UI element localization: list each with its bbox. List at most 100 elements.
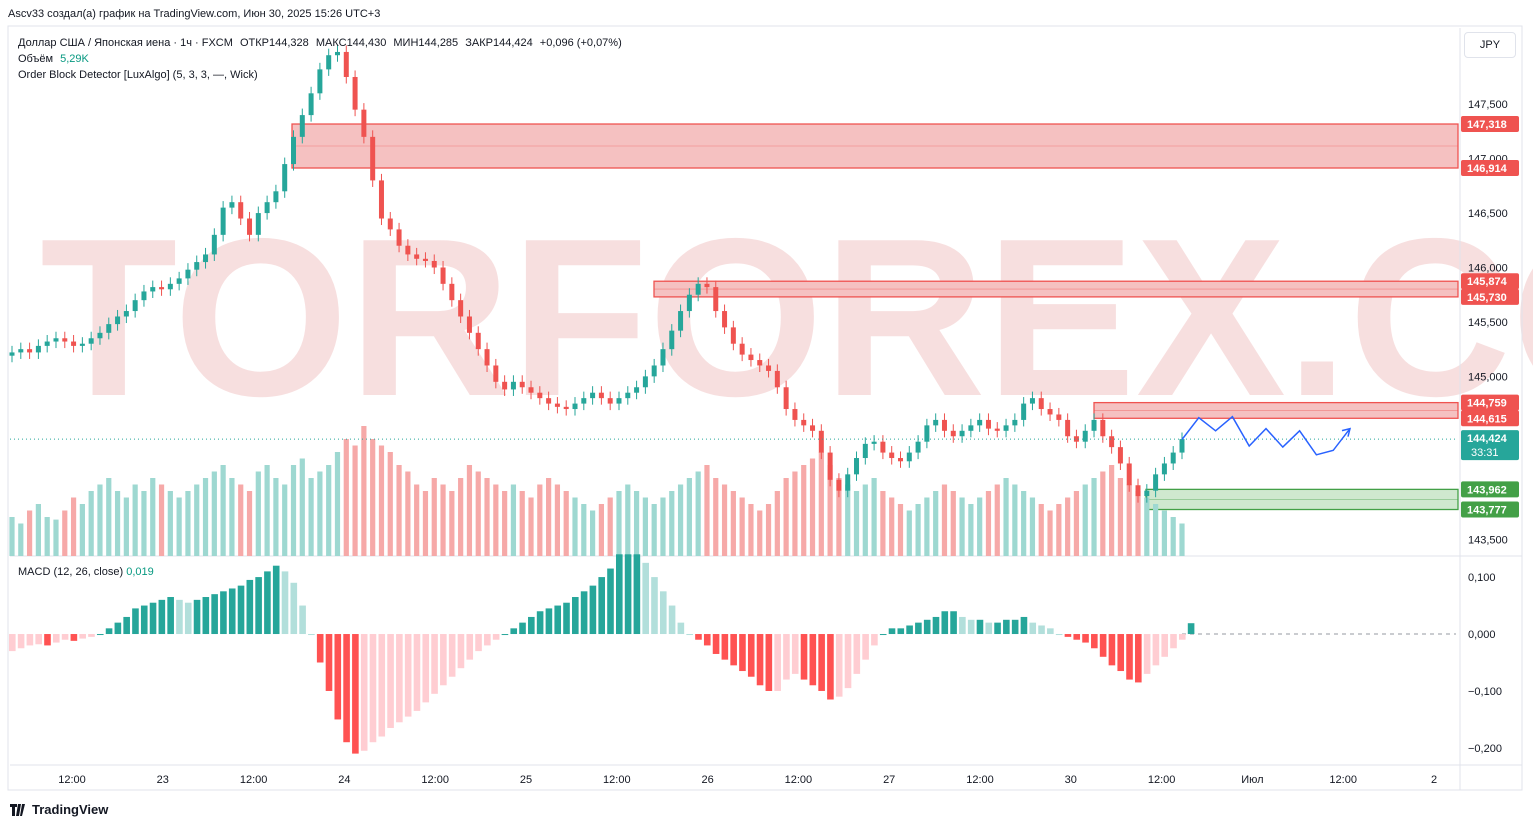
time-tick-label: 12:00 [421, 774, 449, 786]
macd-bar [1170, 634, 1177, 649]
candle-body [510, 381, 516, 390]
macd-bar [1091, 634, 1098, 649]
candle-body [396, 229, 402, 246]
candle-body [18, 349, 24, 353]
price-tick-label: 147,500 [1468, 99, 1508, 111]
macd-bar [835, 634, 843, 697]
candle-body [71, 341, 77, 346]
symbol-line[interactable]: Доллар США / Японская иена · 1ч · FXCM [18, 37, 233, 49]
close-label: ЗАКР [465, 37, 493, 49]
macd-bar [1152, 634, 1160, 666]
forecast-arrowhead [1341, 427, 1352, 437]
candle-body [299, 115, 305, 137]
macd-bar [580, 591, 588, 635]
volume-bar [185, 491, 191, 556]
volume-bar [466, 465, 473, 556]
volume-bar [352, 445, 358, 556]
price-tag [1461, 481, 1519, 498]
macd-bar [1003, 619, 1010, 635]
volume-bar [941, 484, 948, 556]
candle-body [167, 283, 173, 290]
volume-bar [818, 452, 824, 556]
candle-body [27, 349, 33, 353]
macd-bar [220, 591, 227, 635]
volume-bar [1091, 478, 1097, 556]
macd-bar [756, 634, 764, 686]
volume-bar [862, 484, 868, 556]
price-tag-label: 143,777 [1467, 505, 1507, 517]
macd-bar [994, 622, 1001, 635]
macd-bar [105, 628, 113, 635]
macd-legend[interactable]: MACD (12, 26, close) 0,019 [18, 566, 154, 578]
candle-body [836, 479, 842, 491]
macd-tick-label: −0,100 [1468, 686, 1502, 698]
currency-button[interactable]: JPY [1464, 32, 1516, 58]
candle-body [440, 267, 446, 284]
candle-body [203, 254, 209, 263]
candle-body [651, 365, 657, 377]
volume-bar [1135, 491, 1141, 556]
macd-bar [1011, 619, 1019, 635]
volume-bar [827, 465, 833, 556]
volume-bar [977, 497, 983, 556]
macd-bar [343, 634, 350, 743]
tradingview-logo[interactable]: TradingView [10, 802, 108, 817]
volume-bar [572, 497, 578, 556]
volume-bar [290, 465, 297, 556]
volume-bar [53, 519, 59, 556]
candle-body [9, 352, 15, 356]
candle-body [1029, 398, 1035, 404]
candle-body [880, 441, 886, 453]
price-tag-label: 144,615 [1467, 413, 1507, 425]
candle-body [1117, 447, 1123, 464]
volume-bar [211, 471, 217, 556]
candle-body [528, 387, 534, 393]
candle-body [326, 55, 332, 70]
price-tick-label: 146,500 [1468, 208, 1508, 220]
macd-bar [572, 597, 579, 635]
candle-body [669, 330, 675, 350]
volume-bars [9, 426, 1185, 556]
macd-bar [809, 634, 817, 686]
indicator-row[interactable]: Order Block Detector [LuxAlgo] (5, 3, 3,… [18, 67, 626, 83]
volume-bar [414, 484, 420, 556]
candle-body [44, 341, 50, 346]
macd-bar [686, 634, 693, 636]
volume-bar [616, 491, 622, 556]
candle-body [414, 254, 420, 259]
author-line: Ascv33 создал(а) график на TradingView.c… [8, 8, 381, 20]
time-tick-label: 12:00 [785, 774, 813, 786]
candle-body [1065, 419, 1071, 437]
macd-bar [457, 634, 465, 669]
macd-tick-label: −0,200 [1468, 743, 1502, 755]
volume-bar [44, 517, 50, 556]
candle-body [282, 164, 288, 192]
macd-bar [976, 619, 984, 635]
candle-body [730, 327, 736, 344]
volume-row[interactable]: Объём 5,29K [18, 51, 626, 67]
candle-body [132, 300, 138, 312]
candle-body [634, 387, 640, 393]
symbol-row: Доллар США / Японская иена · 1ч · FXCM О… [18, 35, 626, 51]
macd-bar [932, 616, 940, 635]
volume-bar [669, 491, 675, 556]
macd-bar [923, 619, 931, 635]
macd-bar [88, 634, 95, 637]
macd-bar [677, 622, 685, 635]
macd-bar [158, 599, 166, 635]
volume-bar [730, 491, 736, 556]
candle-body [722, 311, 728, 328]
macd-bar [1187, 623, 1195, 635]
volume-bar [1144, 497, 1150, 556]
price-tag-label: 145,730 [1467, 292, 1507, 304]
volume-bar [387, 452, 393, 556]
volume-bar [889, 497, 895, 556]
volume-bar [220, 465, 226, 556]
volume-bar [510, 484, 517, 556]
macd-bar [888, 628, 896, 635]
time-tick-label: 30 [1065, 774, 1077, 786]
volume-bar [959, 497, 965, 556]
macd-bar [589, 585, 597, 635]
volume-bar [317, 471, 323, 556]
